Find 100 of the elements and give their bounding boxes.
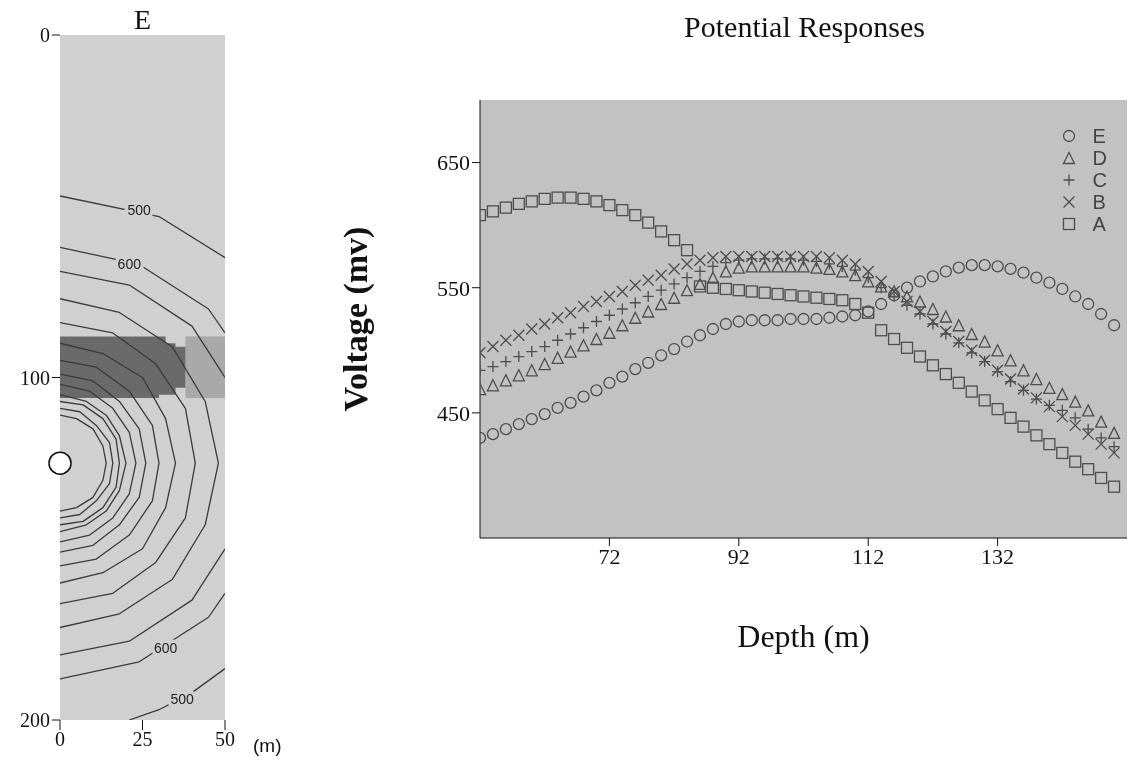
line-series [60,270,225,379]
point [1069,290,1082,303]
point [693,329,707,342]
point [771,287,784,301]
point [538,192,551,206]
point [667,291,681,304]
point [849,269,862,282]
point [551,191,564,204]
point [836,310,849,323]
point [978,259,991,272]
point [719,282,733,296]
point [667,234,681,247]
y-axis-title: Voltage (mv) [336,226,375,412]
point [667,342,681,356]
point [978,394,991,407]
point [499,374,513,387]
point [771,260,784,273]
point [732,315,745,328]
point [874,275,888,288]
point [577,192,590,206]
point [1030,372,1043,386]
line-series [60,393,127,533]
point [525,412,538,426]
point [603,198,616,212]
point [823,292,836,306]
y-tick-label: 0 [40,24,50,47]
point [525,195,538,208]
point [784,289,797,302]
point [926,359,940,372]
point [512,329,525,342]
point [1069,455,1082,468]
point [706,322,720,336]
point [642,305,655,318]
point [939,265,952,278]
point [952,376,965,389]
chart-title: Potential Responses [683,10,926,44]
point [939,367,952,381]
x-tick-label: 50 [215,728,235,751]
point [577,339,590,352]
chart-title: E [132,4,153,36]
point [874,324,888,337]
point [1069,395,1082,408]
point [1082,404,1095,417]
y-tick-label: 550 [437,275,470,301]
point [680,244,694,257]
point [913,295,927,308]
point [965,259,978,272]
legend-label: A [1092,212,1106,236]
point [706,281,720,294]
point [1056,282,1069,296]
point [991,260,1004,273]
point [1107,480,1121,493]
x-axis-title: Depth (m) [737,618,870,654]
point [1094,471,1108,485]
point [1082,463,1095,476]
line-series [60,400,121,526]
point [616,370,629,383]
line-series [60,342,177,584]
point [939,310,952,323]
point [616,319,629,332]
point [1004,411,1017,425]
point [732,261,745,274]
line-series [60,548,225,656]
point [1056,446,1069,460]
point [512,417,525,431]
point [512,369,525,382]
point [784,260,797,273]
x-axis-title: (m) [253,735,282,756]
point [706,271,720,284]
point [926,302,940,316]
point [577,390,590,403]
point [590,384,603,397]
point [745,260,758,273]
point [758,260,771,273]
line-series [60,407,114,519]
point [655,349,668,362]
point [823,311,836,324]
point [564,396,577,409]
point [590,195,603,208]
x-tick-label: 132 [981,543,1015,569]
point [564,191,577,204]
point [1094,307,1108,321]
line-series [60,322,196,605]
point [525,364,538,377]
point [642,274,655,287]
legend-label: E [1092,124,1106,148]
point [629,279,642,292]
point [629,311,642,324]
legend-label: C [1092,168,1107,192]
point [499,422,513,436]
point [978,335,991,348]
point [1043,437,1056,451]
y-tick-label: 650 [437,150,470,176]
point [590,332,603,346]
point [642,356,655,369]
point [810,291,823,304]
point [965,385,978,398]
point [900,341,914,354]
legend-label: B [1092,190,1106,214]
point [926,270,940,283]
